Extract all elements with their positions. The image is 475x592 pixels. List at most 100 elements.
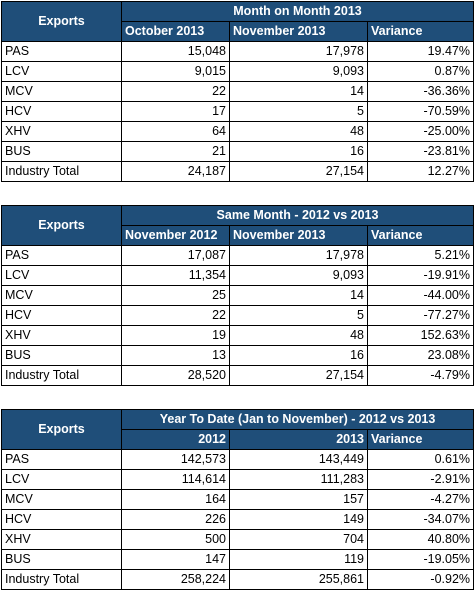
row-label: PAS [1, 449, 122, 470]
variance-cell: 5.21% [367, 245, 474, 266]
variance-cell: 12.27% [367, 161, 474, 182]
variance-cell: 152.63% [367, 325, 474, 346]
subheader-row: October 2013 November 2013 Variance [2, 21, 474, 42]
row-header-exports: Exports [1, 205, 122, 246]
value-cell: 16 [229, 141, 368, 162]
value-cell: 17,978 [229, 245, 368, 266]
variance-cell: -4.27% [366, 489, 475, 510]
table-row: LCV 9,015 9,093 0.87% [1, 61, 474, 82]
value-cell: 5 [229, 305, 368, 326]
row-label: Industry Total [1, 569, 122, 590]
row-label: HCV [1, 509, 122, 530]
value-cell: 28,520 [121, 365, 230, 386]
value-cell: 9,093 [229, 61, 368, 82]
group-header: Same Month - 2012 vs 2013 [121, 205, 474, 226]
value-cell: 5 [229, 101, 368, 122]
variance-cell: 19.47% [367, 41, 474, 62]
row-label: Industry Total [1, 161, 122, 182]
column-header: November 2013 [229, 21, 368, 42]
table-row: PAS 15,048 17,978 19.47% [1, 41, 474, 62]
value-cell: 149 [229, 509, 368, 530]
table-row: LCV 11,354 9,093 -19.91% [1, 265, 474, 286]
value-cell: 19 [121, 325, 230, 346]
table-row: XHV 64 48 -25.00% [1, 121, 474, 142]
value-cell: 226 [121, 509, 230, 530]
value-cell: 9,093 [229, 265, 368, 286]
table-row: XHV 19 48 152.63% [1, 325, 474, 346]
variance-cell: -2.91% [366, 469, 475, 490]
value-cell: 164 [121, 489, 230, 510]
variance-cell: -0.92% [366, 569, 475, 590]
table-row: LCV 114,614 111,283 -2.91% [1, 469, 475, 490]
variance-cell: -23.81% [367, 141, 474, 162]
row-label: LCV [1, 61, 122, 82]
row-label: HCV [1, 101, 122, 122]
table-row: Industry Total 28,520 27,154 -4.79% [1, 365, 474, 386]
row-label: MCV [1, 489, 122, 510]
value-cell: 24,187 [121, 161, 230, 182]
variance-cell: 23.08% [367, 345, 474, 366]
value-cell: 114,614 [121, 469, 230, 490]
value-cell: 27,154 [229, 365, 368, 386]
value-cell: 255,861 [229, 569, 368, 590]
row-label: PAS [1, 245, 122, 266]
value-cell: 21 [121, 141, 230, 162]
value-cell: 17 [121, 101, 230, 122]
table-row: Industry Total 258,224 255,861 -0.92% [1, 569, 475, 590]
variance-cell: -19.91% [367, 265, 474, 286]
value-cell: 500 [121, 529, 230, 550]
value-cell: 143,449 [229, 449, 368, 470]
row-label: LCV [1, 469, 122, 490]
variance-cell: -77.27% [367, 305, 474, 326]
value-cell: 142,573 [121, 449, 230, 470]
value-cell: 64 [121, 121, 230, 142]
value-cell: 14 [229, 81, 368, 102]
table-row: BUS 21 16 -23.81% [1, 141, 474, 162]
variance-cell: 0.87% [367, 61, 474, 82]
value-cell: 15,048 [121, 41, 230, 62]
value-cell: 48 [229, 121, 368, 142]
column-header: 2013 [229, 429, 368, 450]
table-row: HCV 226 149 -34.07% [1, 509, 475, 530]
value-cell: 258,224 [121, 569, 230, 590]
row-label: BUS [1, 549, 122, 570]
row-label: BUS [1, 345, 122, 366]
table-row: MCV 164 157 -4.27% [1, 489, 475, 510]
table-row: MCV 22 14 -36.36% [1, 81, 474, 102]
value-cell: 157 [229, 489, 368, 510]
row-label: MCV [1, 285, 122, 306]
row-label: LCV [1, 265, 122, 286]
variance-cell: -34.07% [366, 509, 475, 530]
table-row: BUS 147 119 -19.05% [1, 549, 475, 570]
header-row: Exports Year To Date (Jan to November) - … [1, 409, 475, 450]
header-row: Exports Same Month - 2012 vs 2013 [1, 205, 474, 246]
value-cell: 22 [121, 81, 230, 102]
value-cell: 16 [229, 345, 368, 366]
value-cell: 48 [229, 325, 368, 346]
table-row: HCV 22 5 -77.27% [1, 305, 474, 326]
value-cell: 11,354 [121, 265, 230, 286]
row-label: XHV [1, 121, 122, 142]
group-header: Month on Month 2013 [121, 1, 474, 22]
row-label: PAS [1, 41, 122, 62]
value-cell: 9,015 [121, 61, 230, 82]
variance-cell: -70.59% [367, 101, 474, 122]
table-row: MCV 25 14 -44.00% [1, 285, 474, 306]
value-cell: 119 [229, 549, 368, 570]
value-cell: 17,978 [229, 41, 368, 62]
variance-cell: -36.36% [367, 81, 474, 102]
value-cell: 25 [121, 285, 230, 306]
variance-cell: -44.00% [367, 285, 474, 306]
month-on-month-table: Exports Month on Month 2013 October 2013 No… [1, 1, 474, 182]
subheader-row: November 2012 November 2013 Variance [2, 225, 474, 246]
value-cell: 27,154 [229, 161, 368, 182]
variance-cell: 0.61% [366, 449, 475, 470]
row-header-exports: Exports [1, 1, 122, 42]
value-cell: 704 [229, 529, 368, 550]
value-cell: 22 [121, 305, 230, 326]
value-cell: 13 [121, 345, 230, 366]
row-label: Industry Total [1, 365, 122, 386]
value-cell: 147 [121, 549, 230, 570]
variance-cell: -19.05% [366, 549, 475, 570]
row-label: HCV [1, 305, 122, 326]
